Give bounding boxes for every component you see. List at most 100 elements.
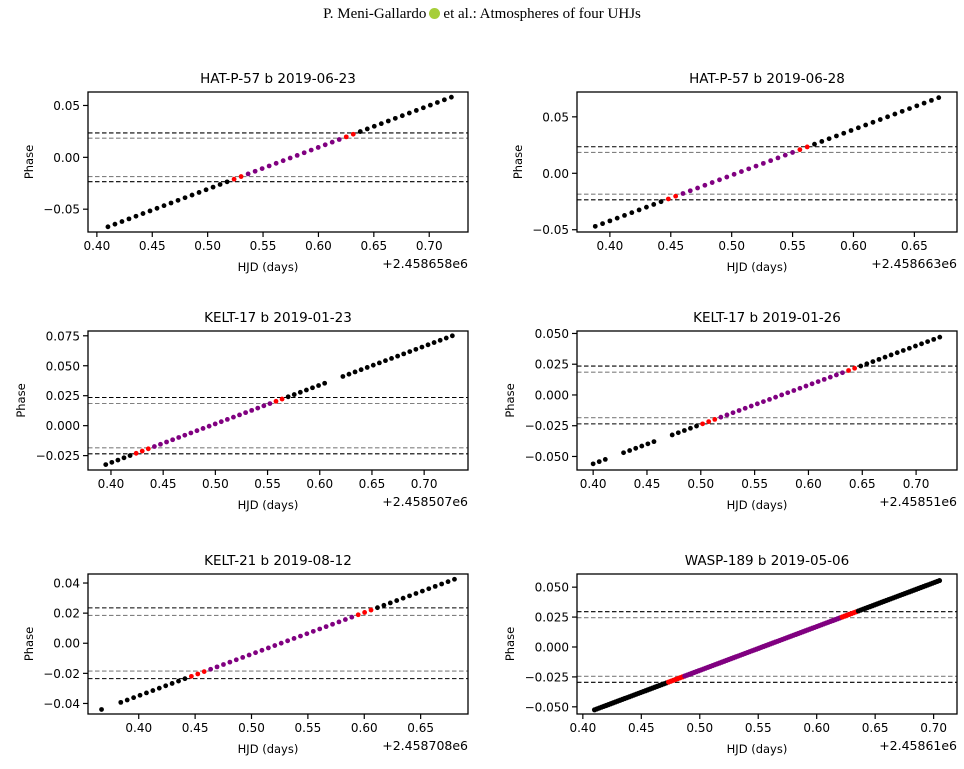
data-point (231, 414, 236, 420)
data-point (921, 100, 927, 106)
data-point (350, 131, 356, 137)
data-point (163, 683, 169, 689)
x-tick-label: 0.60 (795, 477, 822, 491)
orcid-icon[interactable] (429, 8, 441, 19)
data-point (182, 432, 188, 438)
x-tick-label: 0.60 (351, 721, 378, 735)
chart-panel-4: KELT-17 b 2019-01-26 0.40 0.45 0.50 0.55 0.60… (503, 310, 958, 512)
data-point (378, 121, 384, 127)
y-tick-label: 0.000 (535, 640, 569, 654)
x-tick-label: 0.50 (687, 477, 714, 491)
y-tick-label: 0.000 (535, 388, 569, 402)
chart-title: HAT-P-57 b 2019-06-28 (689, 71, 845, 87)
data-point (797, 147, 803, 153)
data-point (340, 374, 346, 379)
data-point (929, 97, 934, 103)
data-point (441, 97, 447, 103)
data-point (815, 379, 821, 385)
x-tick-label: 0.55 (250, 239, 277, 253)
data-point (175, 197, 181, 203)
data-point (195, 671, 201, 677)
data-point (291, 392, 297, 397)
data-point (742, 405, 748, 411)
data-point (709, 180, 715, 185)
data-point (870, 119, 876, 125)
data-point (118, 699, 124, 705)
data-point (131, 695, 137, 701)
x-tick-label: 0.50 (194, 239, 221, 253)
data-point (246, 652, 252, 658)
data-point (156, 685, 162, 691)
x-axis-label: HJD (days) (727, 260, 788, 274)
x-offset-label: +2.458708e6 (382, 738, 468, 753)
data-point (272, 643, 278, 648)
data-point (112, 221, 118, 227)
data-point (355, 612, 361, 618)
data-point (196, 190, 202, 195)
data-point (317, 626, 323, 632)
data-point (448, 94, 454, 100)
data-point (245, 171, 251, 177)
data-point (371, 123, 377, 129)
y-tick-label: 0.00 (53, 637, 80, 651)
data-point (675, 430, 681, 436)
x-tick-label: 0.65 (360, 239, 387, 253)
data-point (936, 577, 943, 584)
data-point (846, 368, 851, 373)
y-tick-label: −0.025 (525, 670, 569, 684)
data-point (768, 158, 774, 164)
data-point (876, 356, 882, 362)
data-point (336, 137, 342, 142)
data-point (651, 202, 657, 207)
data-point (681, 428, 687, 433)
data-point (121, 455, 127, 461)
data-point (352, 369, 358, 375)
x-tick-label: 0.70 (416, 239, 443, 253)
x-tick-label: 0.45 (657, 239, 684, 253)
data-point (291, 636, 297, 641)
data-point (188, 430, 194, 436)
data-point (240, 654, 246, 660)
x-tick-label: 0.65 (407, 721, 434, 735)
data-point (182, 676, 188, 682)
x-tick-label: 0.45 (628, 721, 655, 735)
chart-panel-5: KELT-21 b 2019-08-12 0.40 0.45 0.50 0.55 0.60… (22, 553, 469, 756)
x-axis-label: HJD (days) (238, 260, 299, 274)
data-point (680, 191, 686, 196)
data-point (717, 177, 722, 183)
y-tick-label: −0.05 (43, 203, 80, 217)
x-tick-label: 0.50 (202, 477, 229, 491)
data-point (919, 341, 924, 347)
data-point (253, 650, 258, 656)
data-point (819, 139, 825, 144)
y-axis-label: Phase (14, 383, 28, 417)
data-point (105, 224, 111, 230)
data-point (706, 419, 712, 425)
axes-frame (87, 573, 469, 715)
data-point (401, 351, 407, 357)
data-point (164, 439, 169, 445)
data-point (900, 348, 906, 353)
data-point (252, 168, 258, 174)
data-point (349, 614, 355, 620)
data-point (375, 605, 380, 611)
y-tick-label: 0.04 (53, 577, 80, 591)
data-point (343, 134, 349, 140)
data-point (888, 352, 894, 358)
y-tick-label: 0.050 (46, 359, 80, 373)
data-point (695, 185, 700, 191)
data-point (736, 408, 742, 413)
data-point (310, 385, 315, 391)
data-point (273, 160, 279, 166)
data-point (785, 390, 791, 396)
data-point (285, 638, 291, 644)
data-point (109, 459, 115, 465)
data-point (389, 355, 394, 361)
data-point (658, 199, 664, 205)
data-point (316, 383, 321, 388)
data-point (754, 401, 760, 407)
data-point (301, 150, 307, 156)
data-point (882, 354, 888, 360)
x-tick-label: 0.45 (150, 477, 177, 491)
data-point (636, 207, 642, 213)
